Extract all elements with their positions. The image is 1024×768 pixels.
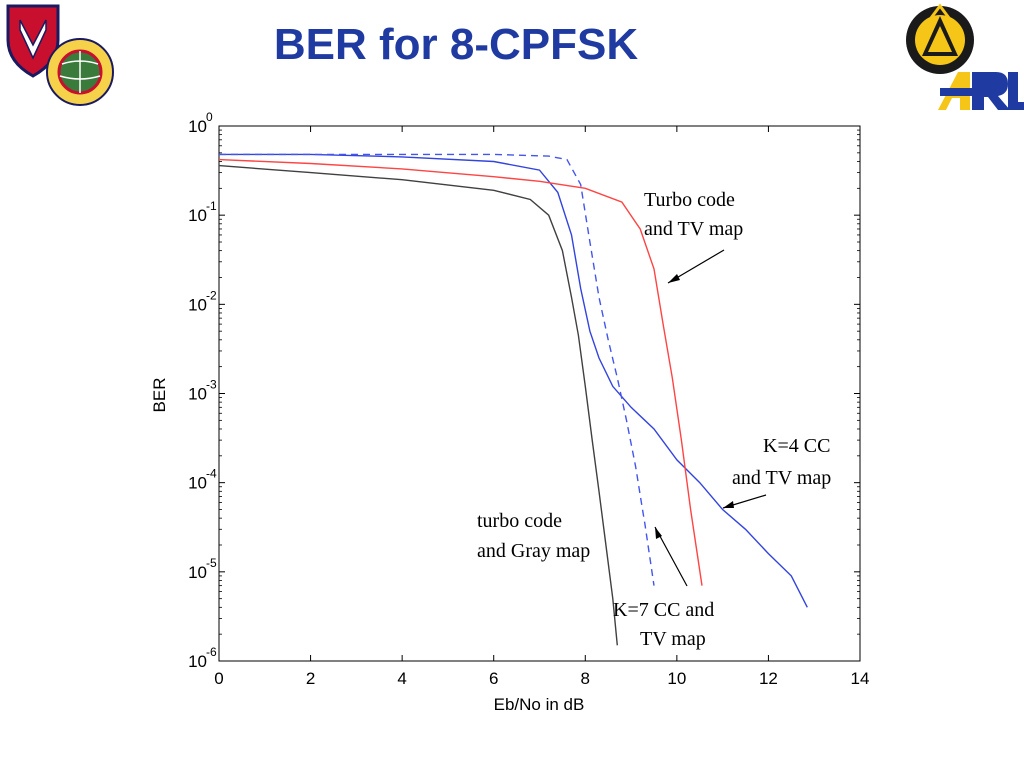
x-tick-label: 6 — [489, 669, 498, 688]
series-lines — [218, 153, 808, 646]
y-tick-label: 10 — [188, 385, 207, 404]
annotation-line: and TV map — [644, 218, 743, 240]
y-tick-label: 10 — [188, 295, 207, 314]
series-line-2 — [219, 153, 655, 586]
annotation-line: Turbo code — [644, 189, 735, 211]
arl-wordmark — [938, 72, 1024, 110]
x-tick-label: 10 — [667, 669, 686, 688]
arl-logo — [906, 3, 1024, 110]
annotation-line: K=7 CC and — [613, 599, 714, 621]
y-axis-label: BER — [150, 378, 169, 413]
plot-area — [218, 125, 861, 662]
y-tick-label: 10 — [188, 563, 207, 582]
y-tick-exponent: -4 — [206, 467, 217, 481]
x-tick-label: 12 — [759, 669, 778, 688]
annotation-line: K=4 CC — [763, 435, 830, 457]
annotation-line: and Gray map — [477, 540, 590, 562]
y-tick-exponent: -6 — [206, 645, 217, 659]
annotation-line: and TV map — [732, 467, 831, 489]
annotation-line: turbo code — [477, 510, 562, 532]
x-tick-label: 8 — [581, 669, 590, 688]
y-tick-label: 10 — [188, 652, 207, 671]
slide-title: BER for 8-CPFSK — [273, 20, 639, 69]
army-materiel-command-logo — [6, 4, 114, 106]
annotation-turbo-gray: turbo code and Gray map — [477, 510, 590, 562]
y-tick-label: 10 — [188, 474, 207, 493]
annotation-line: TV map — [640, 628, 706, 650]
annotation-k7-tv: K=7 CC and TV map — [613, 526, 714, 650]
x-tick-label: 14 — [851, 669, 870, 688]
annotation-k4-tv: K=4 CC and TV map — [722, 435, 831, 509]
x-axis-label: Eb/No in dB — [494, 695, 585, 714]
series-line-0 — [218, 164, 618, 646]
y-tick-label: 10 — [188, 117, 207, 136]
y-tick-exponent: -1 — [206, 199, 217, 213]
y-tick-exponent: -2 — [206, 288, 217, 302]
y-tick-exponent: 0 — [206, 110, 213, 124]
x-tick-label: 4 — [397, 669, 406, 688]
annotation-turbo-tv: Turbo code and TV map — [644, 189, 743, 284]
x-tick-label: 2 — [306, 669, 315, 688]
y-tick-exponent: -3 — [206, 378, 217, 392]
y-tick-label: 10 — [188, 206, 207, 225]
y-tick-exponent: -5 — [206, 556, 217, 570]
series-line-3 — [218, 158, 703, 586]
series-line-1 — [219, 153, 808, 608]
x-tick-label: 0 — [214, 669, 223, 688]
